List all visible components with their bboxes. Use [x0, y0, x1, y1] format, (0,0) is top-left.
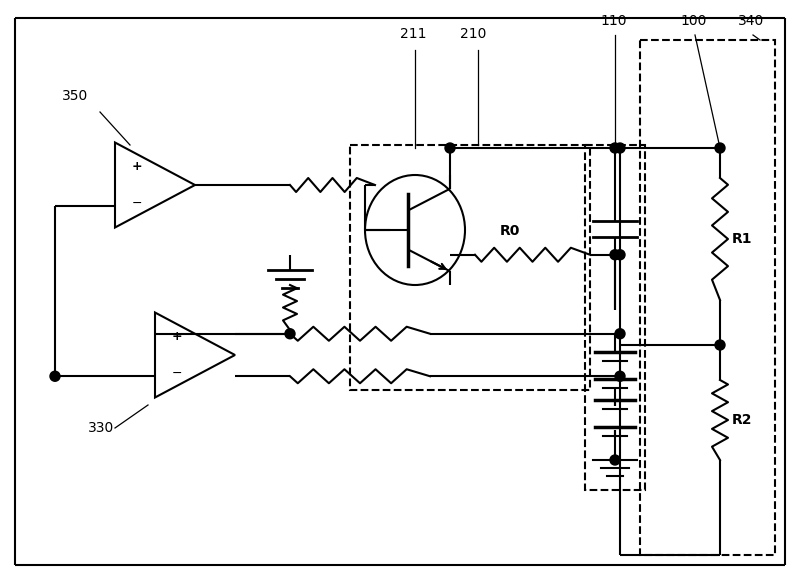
- Circle shape: [610, 143, 620, 153]
- Circle shape: [610, 455, 620, 465]
- Bar: [640, 40, 775, 555]
- Circle shape: [615, 143, 625, 153]
- Circle shape: [50, 371, 60, 381]
- Text: 350: 350: [62, 89, 88, 103]
- Text: 100: 100: [680, 14, 706, 28]
- Circle shape: [615, 329, 625, 339]
- Text: 340: 340: [738, 14, 764, 28]
- Text: 330: 330: [88, 421, 114, 435]
- Text: −: −: [172, 367, 182, 380]
- Text: 110: 110: [600, 14, 626, 28]
- Text: R1: R1: [732, 232, 753, 246]
- Text: +: +: [172, 330, 182, 343]
- Text: R0: R0: [500, 223, 520, 238]
- Circle shape: [615, 250, 625, 260]
- Circle shape: [285, 329, 295, 339]
- Text: −: −: [132, 197, 142, 210]
- Circle shape: [715, 143, 725, 153]
- Circle shape: [715, 340, 725, 350]
- Circle shape: [445, 143, 455, 153]
- Bar: [585, 145, 645, 490]
- Circle shape: [615, 371, 625, 381]
- Text: 210: 210: [460, 27, 486, 41]
- Bar: [350, 145, 590, 390]
- Text: 211: 211: [400, 27, 426, 41]
- Text: R2: R2: [732, 413, 753, 427]
- Circle shape: [610, 250, 620, 260]
- Text: +: +: [132, 160, 142, 173]
